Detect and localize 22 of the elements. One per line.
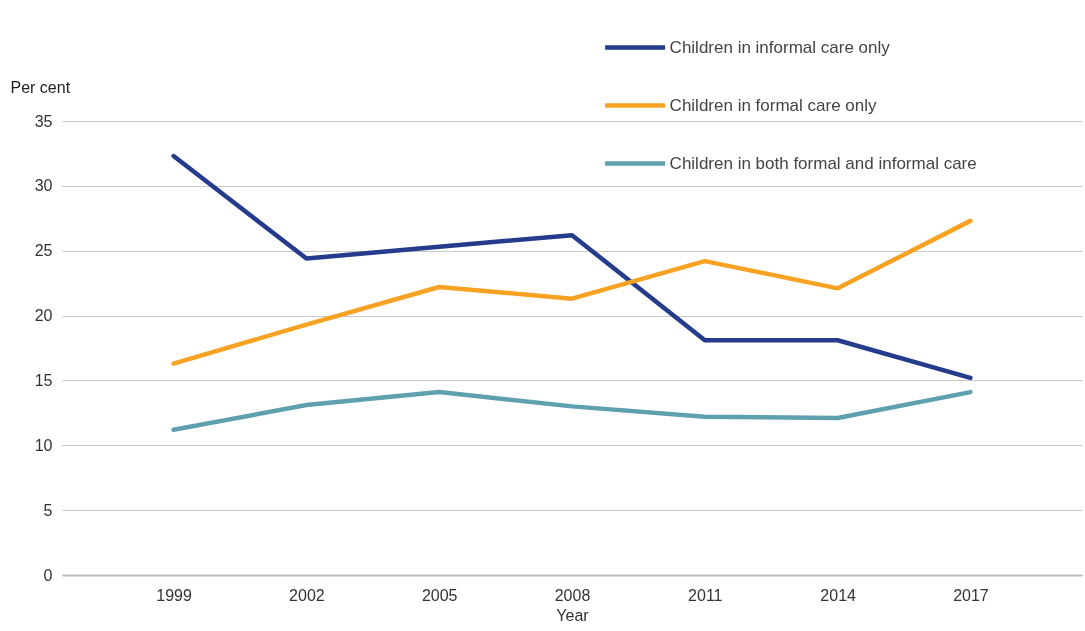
y-tick-label: 35 bbox=[34, 112, 53, 130]
x-tick-label: 2011 bbox=[688, 586, 723, 604]
legend-label: Children in formal care only bbox=[669, 95, 878, 115]
y-axis-title: Per cent bbox=[10, 78, 71, 96]
line-series bbox=[171, 389, 973, 432]
x-tick-label: 2008 bbox=[554, 586, 591, 604]
legend-label: Children in informal care only bbox=[669, 37, 891, 57]
x-tick-label: 2014 bbox=[820, 586, 857, 604]
y-tick-label: 0 bbox=[43, 566, 53, 584]
y-tick-label: 20 bbox=[34, 307, 53, 325]
legend-label: Children in both formal and informal care bbox=[669, 153, 977, 173]
x-tick-label: 2002 bbox=[289, 586, 325, 604]
y-tick-label: 30 bbox=[34, 177, 53, 195]
x-tick-label: 1999 bbox=[156, 586, 192, 604]
y-tick-label: 15 bbox=[34, 371, 53, 389]
y-tick-label: 10 bbox=[34, 436, 53, 454]
x-tick-label: 2017 bbox=[953, 586, 989, 604]
y-tick-label: 5 bbox=[43, 501, 53, 519]
x-axis-title: Year bbox=[556, 606, 590, 624]
line-series bbox=[171, 218, 973, 366]
y-tick-label: 25 bbox=[34, 242, 53, 260]
x-tick-label: 2005 bbox=[421, 586, 458, 604]
